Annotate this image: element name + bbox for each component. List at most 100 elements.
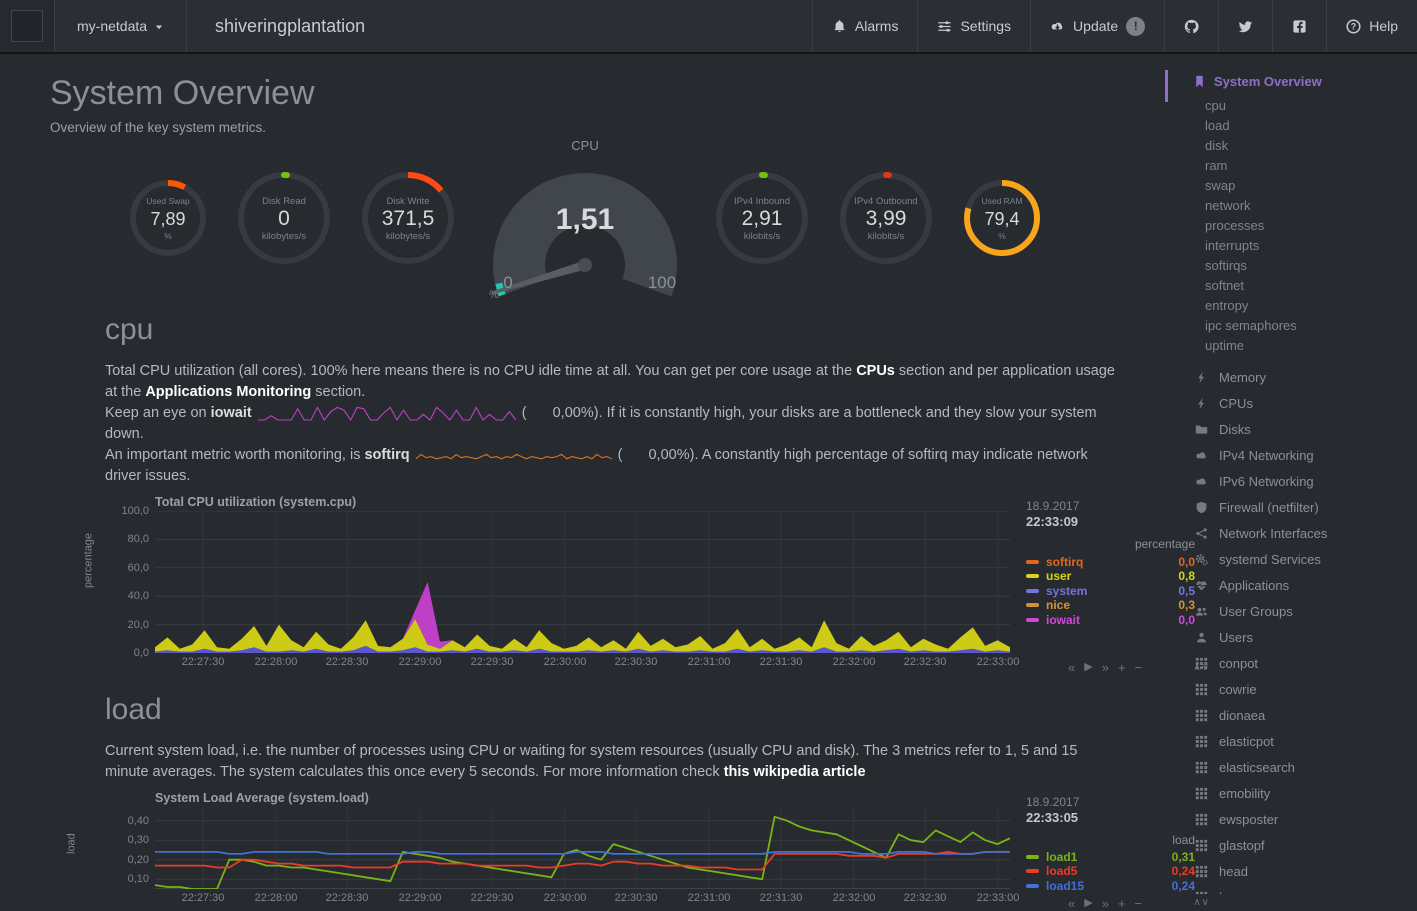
sidebar-subitem-ram[interactable]: ram [1205, 157, 1228, 173]
twitter-button[interactable] [1218, 0, 1272, 52]
my-netdata-label: my-netdata [77, 18, 148, 34]
disk-read-gauge[interactable]: Disk Read 0 kilobytes/s [232, 166, 336, 270]
sidebar-item-user-groups[interactable]: User Groups [1165, 598, 1417, 624]
chart-pan-forward-button[interactable]: » [1101, 895, 1109, 911]
sidebar-subitem-disk[interactable]: disk [1205, 137, 1229, 153]
cpu-gauge[interactable]: CPU 1,51 0 100% [480, 138, 690, 299]
help-button[interactable]: ? Help [1326, 0, 1417, 52]
sidebar-subitem-swap[interactable]: swap [1205, 177, 1236, 193]
sidebar-item-head[interactable]: head [1165, 858, 1417, 884]
legend-item-system[interactable]: system 0,5 [1026, 583, 1195, 598]
chart-pan-backward-button[interactable]: « [1068, 895, 1076, 911]
sidebar-subitem-softnet[interactable]: softnet [1205, 277, 1245, 293]
update-button[interactable]: Update! [1030, 0, 1164, 52]
sidebar-item-label: emobility [1219, 785, 1271, 801]
ipv4-outbound-gauge[interactable]: IPv4 Outbound 3,99 kilobits/s [834, 166, 938, 270]
x-tick-label: 22:29:30 [470, 656, 514, 669]
sidebar-item-ewsposter[interactable]: ewsposter [1165, 806, 1417, 832]
legend-item-load1[interactable]: load1 0,31 [1026, 850, 1195, 865]
legend-item-iowait[interactable]: iowait 0,0 [1026, 612, 1195, 627]
sidebar-item-applications[interactable]: Applications [1165, 572, 1417, 598]
chart-pan-backward-button[interactable]: « [1068, 660, 1076, 676]
sidebar-menu: System Overview cpu load disk ram swap network… [1165, 52, 1417, 894]
legend-item-load5[interactable]: load5 0,24 [1026, 864, 1195, 879]
sidebar-subitem-entropy[interactable]: entropy [1205, 297, 1249, 313]
y-tick-label: 0,30 [127, 833, 149, 846]
chart-resize-handle-button[interactable]: ∧∨ [1193, 897, 1210, 909]
bell-icon [834, 19, 845, 32]
chart-zoom-in-button[interactable]: + [1117, 660, 1126, 676]
cpus-link[interactable]: CPUs [856, 363, 895, 379]
chart-pan-forward-button[interactable]: » [1101, 660, 1109, 676]
sidebar-item-firewall-netfilter[interactable]: Firewall (netfilter) [1165, 494, 1417, 520]
legend-label: user [1046, 569, 1072, 584]
cpu-paragraph-1: Total CPU utilization (all cores). 100% … [105, 361, 1120, 402]
sidebar-subitem-softirqs[interactable]: softirqs [1205, 257, 1247, 273]
iowait-sparkline [257, 406, 517, 422]
cpu-chart-plot[interactable] [155, 511, 1010, 654]
used-swap-gauge[interactable]: Used Swap 7,89% [124, 174, 212, 262]
chart-zoom-out-button[interactable]: − [1134, 895, 1143, 911]
sidebar-item-system-overview[interactable]: System Overview [1165, 68, 1417, 102]
ipv4-inbound-gauge[interactable]: IPv4 Inbound 2,91 kilobits/s [710, 166, 814, 270]
sidebar-item-glastopf[interactable]: glastopf [1165, 832, 1417, 858]
legend-item-user[interactable]: user 0,8 [1026, 569, 1195, 584]
settings-button[interactable]: Settings [917, 0, 1030, 52]
disk-write-gauge[interactable]: Disk Write 371,5 kilobytes/s [356, 166, 460, 270]
sidebar-item-memory[interactable]: Memory [1165, 364, 1417, 390]
legend-item-softirq[interactable]: softirq 0,0 [1026, 554, 1195, 569]
sidebar-item-network-interfaces[interactable]: Network Interfaces [1165, 520, 1417, 546]
sidebar-item-elasticsearch[interactable]: elasticsearch [1165, 754, 1417, 780]
legend-item-nice[interactable]: nice 0,3 [1026, 598, 1195, 613]
x-tick-label: 22:33:00 [976, 656, 1020, 669]
legend-value: 0,31 [1171, 849, 1195, 864]
sidebar-item-systemd-services[interactable]: systemd Services [1165, 546, 1417, 572]
sidebar-item-cowrie[interactable]: cowrie [1165, 676, 1417, 702]
sidebar-subitem-ipc-semaphores[interactable]: ipc semaphores [1205, 317, 1297, 333]
sidebar-item-honeytrap[interactable]: honeytrap [1165, 884, 1417, 894]
chart-play-button[interactable]: ▶ [1084, 661, 1093, 674]
navbar-buttons: Alarms Settings Update! ? Help [811, 0, 1417, 52]
sidebar-item-cpus[interactable]: CPUs [1165, 390, 1417, 416]
sidebar-item-emobility[interactable]: emobility [1165, 780, 1417, 806]
netdata-logo[interactable] [0, 0, 55, 52]
sidebar-subitem-cpu[interactable]: cpu [1205, 97, 1226, 113]
sidebar-subitem-load[interactable]: load [1205, 117, 1230, 133]
legend-value: 0,0 [1178, 554, 1195, 569]
sidebar-item-ipv6-networking[interactable]: IPv6 Networking [1165, 468, 1417, 494]
gauges-row: Used Swap 7,89% Disk Read 0 kilobytes/s Disk … [80, 138, 1090, 299]
alarms-button[interactable]: Alarms [811, 0, 918, 52]
x-tick-label: 22:28:30 [325, 891, 369, 904]
sidebar-item-dionaea[interactable]: dionaea [1165, 702, 1417, 728]
sidebar-subitem-uptime[interactable]: uptime [1205, 337, 1245, 353]
gauge-title: CPU [571, 137, 599, 153]
sidebar-item-elasticpot[interactable]: elasticpot [1165, 728, 1417, 754]
chart-play-button[interactable]: ▶ [1084, 896, 1093, 909]
x-tick-label: 22:31:00 [687, 656, 731, 669]
svg-text:%: % [164, 231, 172, 241]
facebook-button[interactable] [1272, 0, 1326, 52]
chart-zoom-out-button[interactable]: − [1134, 660, 1143, 676]
sidebar-subitem-processes[interactable]: processes [1205, 217, 1265, 233]
sidebar-item-disks[interactable]: Disks [1165, 416, 1417, 442]
wikipedia-article-link[interactable]: this wikipedia article [723, 764, 866, 781]
legend-value: 0,24 [1171, 878, 1195, 893]
sidebar-subitem-network[interactable]: network [1205, 197, 1251, 213]
sidebar-item-ipv4-networking[interactable]: IPv4 Networking [1165, 442, 1417, 468]
sidebar-subitem-interrupts[interactable]: interrupts [1205, 237, 1260, 253]
chart-zoom-in-button[interactable]: + [1117, 895, 1126, 911]
load-chart-plot[interactable] [155, 806, 1010, 889]
x-tick-label: 22:28:30 [325, 656, 369, 669]
sidebar-item-label: glastopf [1219, 837, 1265, 853]
github-button[interactable] [1164, 0, 1218, 52]
applications-monitoring-link[interactable]: Applications Monitoring [145, 383, 312, 400]
used-ram-gauge[interactable]: Used RAM 79,4% [958, 174, 1046, 262]
bolt-icon [1197, 371, 1204, 383]
svg-text:IPv4 Inbound: IPv4 Inbound [734, 196, 790, 207]
sidebar-item-users[interactable]: Users [1165, 624, 1417, 650]
my-netdata-menu[interactable]: my-netdata [55, 0, 188, 52]
cogs-icon [1195, 553, 1208, 566]
sidebar-item-conpot[interactable]: conpot [1165, 650, 1417, 676]
grid-icon [1195, 839, 1207, 851]
legend-item-load15[interactable]: load15 0,24 [1026, 879, 1195, 894]
